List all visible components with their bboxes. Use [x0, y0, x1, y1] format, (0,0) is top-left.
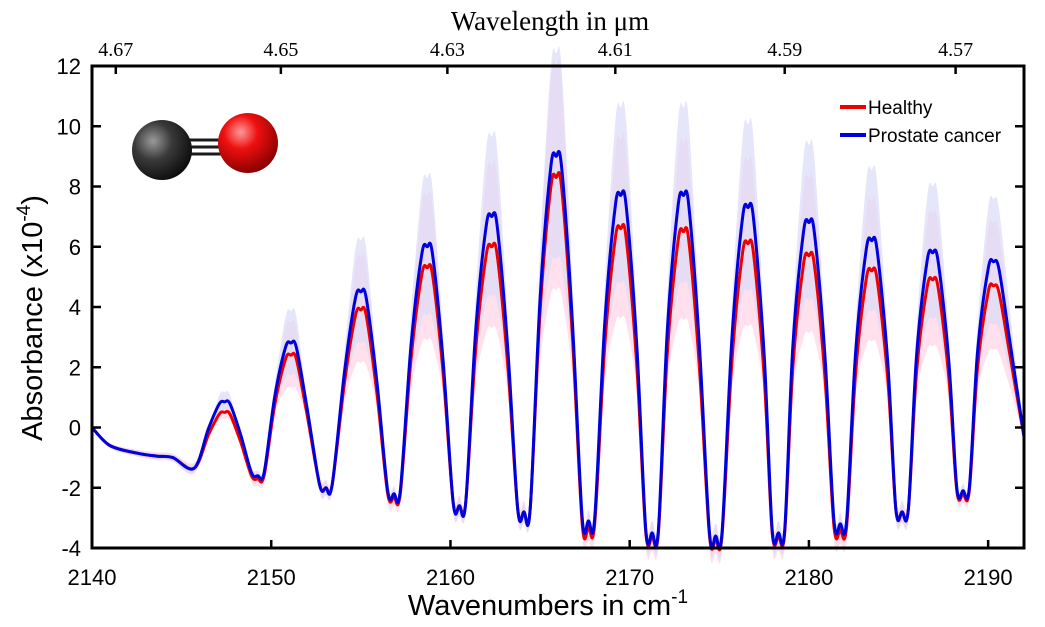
top-axis-label: Wavelength in μm — [451, 6, 649, 36]
y-tick-label: 4 — [69, 295, 81, 320]
top-tick-label: 4.65 — [263, 39, 298, 61]
co-molecule-icon — [132, 113, 278, 180]
y-tick-label: -2 — [61, 476, 81, 501]
y-tick-label: 8 — [69, 175, 81, 200]
top-axis-tick-labels: 4.67 4.65 4.63 4.61 4.59 4.57 — [98, 39, 973, 61]
std-band-prostate-cancer — [92, 46, 1024, 559]
y-tick-label: 0 — [69, 416, 81, 441]
legend-label-healthy: Healthy — [868, 98, 933, 119]
carbon-atom — [132, 120, 192, 180]
x-tick-label: 2180 — [784, 565, 833, 590]
legend: Healthy Prostate cancer — [840, 98, 1002, 147]
x-axis-label: Wavenumbers in cm-1 — [408, 587, 688, 622]
y-tick-label: 12 — [57, 54, 81, 79]
x-tick-labels: 2140 2150 2160 2170 2180 2190 — [68, 565, 1013, 590]
top-tick-label: 4.61 — [598, 39, 633, 61]
std-bands — [92, 46, 1024, 564]
y-tick-labels: -4 -2 0 2 4 6 8 10 12 — [57, 54, 81, 561]
y-axis-label: Absorbance (x10-4) — [14, 195, 49, 441]
series-lines — [90, 149, 1026, 552]
x-axis-label-text: Wavenumbers in cm — [408, 590, 671, 622]
x-tick-label: 2140 — [68, 565, 117, 590]
legend-label-prostate-cancer: Prostate cancer — [868, 126, 1002, 147]
x-tick-label: 2190 — [964, 565, 1013, 590]
top-tick-label: 4.57 — [938, 39, 973, 61]
axis-ticks — [90, 64, 1024, 550]
oxygen-atom — [218, 113, 278, 173]
x-tick-label: 2150 — [247, 565, 296, 590]
top-tick-label: 4.63 — [430, 39, 465, 61]
x-tick-label: 2160 — [426, 565, 475, 590]
y-axis-label-superscript: -4 — [14, 204, 35, 221]
top-tick-label: 4.67 — [98, 39, 133, 61]
y-tick-label: 6 — [69, 235, 81, 260]
series-line-prostate-cancer — [90, 149, 1026, 550]
x-tick-label: 2170 — [605, 565, 654, 590]
y-axis-label-close: ) — [17, 195, 49, 205]
y-tick-label: -4 — [61, 536, 81, 561]
y-tick-label: 10 — [57, 114, 81, 139]
x-axis-label-superscript: -1 — [671, 587, 688, 608]
y-axis-label-text: Absorbance (x10 — [17, 222, 49, 441]
top-tick-label: 4.59 — [767, 39, 802, 61]
y-tick-label: 2 — [69, 355, 81, 380]
